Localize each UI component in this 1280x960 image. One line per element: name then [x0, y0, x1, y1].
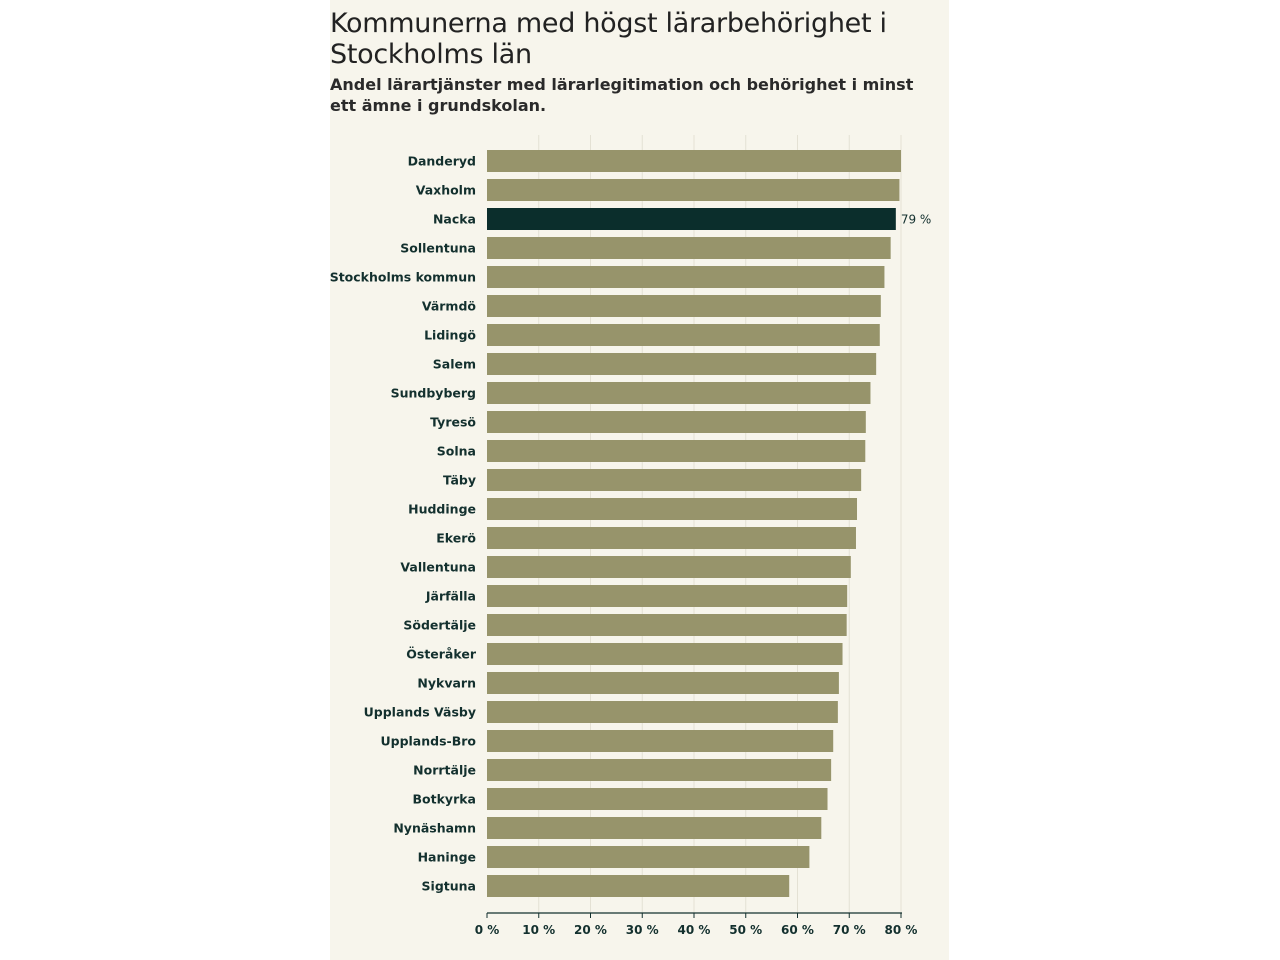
category-label: Sigtuna — [422, 879, 476, 894]
category-label: Upplands-Bro — [380, 734, 476, 749]
tick-label: 40 % — [678, 923, 711, 937]
bar — [487, 179, 900, 201]
category-label: Nynäshamn — [393, 821, 476, 836]
tick-label: 0 % — [475, 923, 500, 937]
bar — [487, 556, 851, 578]
tick-label: 30 % — [626, 923, 659, 937]
data-label: 79 % — [901, 213, 932, 227]
category-label: Danderyd — [408, 154, 476, 169]
bar — [487, 266, 885, 288]
category-label: Vallentuna — [400, 560, 476, 575]
chart-panel: Kommunerna med högst lärarbehörighet i S… — [330, 0, 949, 960]
category-label: Nacka — [433, 212, 476, 227]
bar — [487, 237, 891, 259]
bar — [487, 643, 843, 665]
bar-chart: Danderyd Vaxholm Nacka 79 % Sollentuna Stockh… — [330, 135, 932, 937]
bar — [487, 672, 839, 694]
bar — [487, 846, 810, 868]
bar — [487, 817, 822, 839]
category-label: Salem — [433, 357, 476, 372]
category-label: Tyresö — [430, 415, 476, 430]
category-label: Vaxholm — [416, 183, 476, 198]
chart-subtitle: Andel lärartjänster med lärarlegitimatio… — [330, 75, 914, 115]
category-label: Sundbyberg — [391, 386, 476, 401]
category-label: Österåker — [406, 647, 477, 662]
tick-label: 20 % — [574, 923, 607, 937]
category-label: Huddinge — [408, 502, 476, 517]
tick-label: 60 % — [781, 923, 814, 937]
category-label: Nykvarn — [417, 676, 476, 691]
bar — [487, 701, 838, 723]
bar — [487, 295, 881, 317]
category-label: Södertälje — [403, 618, 476, 633]
tick-label: 50 % — [729, 923, 762, 937]
bar — [487, 498, 858, 520]
bar — [487, 759, 832, 781]
category-label: Sollentuna — [400, 241, 476, 256]
bar — [487, 440, 866, 462]
bar — [487, 353, 877, 375]
tick-label: 10 % — [522, 923, 555, 937]
category-label: Upplands Väsby — [364, 705, 476, 720]
bar — [487, 324, 880, 346]
category-label: Ekerö — [436, 531, 476, 546]
bar — [487, 585, 848, 607]
bar — [487, 208, 896, 230]
bar — [487, 614, 847, 636]
category-label: Norrtälje — [413, 763, 476, 778]
category-label: Täby — [443, 473, 476, 488]
bar — [487, 411, 866, 433]
tick-label: 80 % — [885, 923, 918, 937]
bar — [487, 730, 834, 752]
category-label: Järfälla — [425, 589, 476, 604]
category-label: Stockholms kommun — [330, 270, 476, 285]
category-label: Haninge — [418, 850, 476, 865]
category-label: Lidingö — [424, 328, 476, 343]
category-label: Värmdö — [422, 299, 477, 314]
tick-label: 70 % — [833, 923, 866, 937]
chart-title: Kommunerna med högst lärarbehörighet i S… — [330, 8, 887, 70]
bar — [487, 875, 790, 897]
bar — [487, 527, 856, 549]
category-label: Botkyrka — [413, 792, 476, 807]
bar — [487, 788, 828, 810]
bar — [487, 469, 862, 491]
bar — [487, 382, 871, 404]
category-label: Solna — [437, 444, 476, 459]
bar — [487, 150, 901, 172]
